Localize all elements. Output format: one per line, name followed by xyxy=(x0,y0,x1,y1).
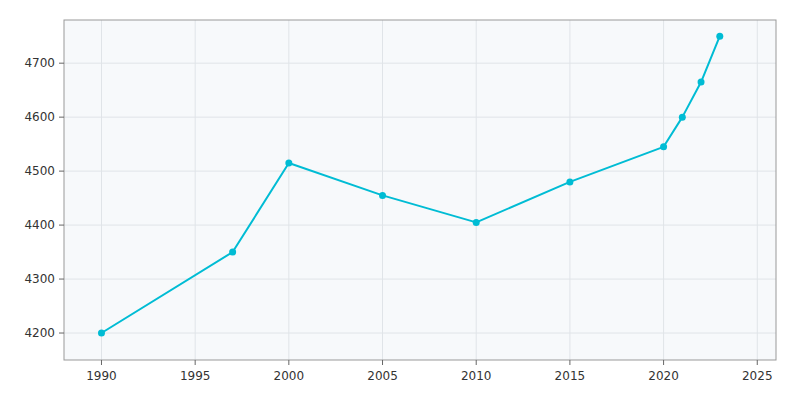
series xyxy=(98,33,723,337)
point xyxy=(285,160,292,167)
y-grid-line xyxy=(64,279,776,280)
y-tick-label: 4600 xyxy=(24,110,55,124)
x-grid-line xyxy=(382,20,383,360)
x-tick-label: 1995 xyxy=(180,369,211,383)
x-grid-line xyxy=(476,20,477,360)
x-tick xyxy=(663,360,664,365)
x-tick xyxy=(569,360,570,365)
y-tick xyxy=(59,225,64,226)
line xyxy=(101,36,719,333)
point xyxy=(566,178,573,185)
y-tick xyxy=(59,63,64,64)
point xyxy=(698,79,705,86)
x-tick xyxy=(757,360,758,365)
x-grid-line xyxy=(569,20,570,360)
x-tick xyxy=(382,360,383,365)
y-tick xyxy=(59,279,64,280)
y-grid-line xyxy=(64,225,776,226)
plot-background xyxy=(64,20,776,360)
point xyxy=(660,143,667,150)
plot-frame xyxy=(64,20,776,360)
x-grid-line xyxy=(663,20,664,360)
point xyxy=(98,330,105,337)
y-tick xyxy=(59,333,64,334)
x-tick-label: 2005 xyxy=(367,369,398,383)
x-tick xyxy=(288,360,289,365)
y-tick-label: 4500 xyxy=(24,164,55,178)
x-tick-label: 2010 xyxy=(461,369,492,383)
x-tick-label: 2025 xyxy=(742,369,773,383)
point xyxy=(679,114,686,121)
x-tick-label: 2020 xyxy=(648,369,679,383)
x-tick xyxy=(195,360,196,365)
x-tick-label: 1990 xyxy=(86,369,117,383)
y-grid-line xyxy=(64,117,776,118)
y-grid-line xyxy=(64,63,776,64)
point xyxy=(229,249,236,256)
y-grid-line xyxy=(64,333,776,334)
point xyxy=(473,219,480,226)
x-grid-line xyxy=(195,20,196,360)
y-tick xyxy=(59,117,64,118)
x-tick-label: 2015 xyxy=(555,369,586,383)
y-tick-label: 4700 xyxy=(24,56,55,70)
point xyxy=(379,192,386,199)
y-grid-line xyxy=(64,171,776,172)
x-grid-line xyxy=(288,20,289,360)
x-grid-line xyxy=(757,20,758,360)
x-tick xyxy=(101,360,102,365)
x-tick xyxy=(476,360,477,365)
grid xyxy=(64,20,776,360)
y-tick xyxy=(59,171,64,172)
y-tick-label: 4400 xyxy=(24,218,55,232)
x-tick-label: 2000 xyxy=(274,369,305,383)
chart: 1990 1995 2000 2005 2010 2015 2020 2025 4200 4300… xyxy=(0,0,800,400)
point xyxy=(716,33,723,40)
x-grid-line xyxy=(101,20,102,360)
y-tick-label: 4300 xyxy=(24,272,55,286)
y-tick-label: 4200 xyxy=(24,326,55,340)
axes: 1990 1995 2000 2005 2010 2015 2020 2025 4200 4300… xyxy=(24,56,772,383)
